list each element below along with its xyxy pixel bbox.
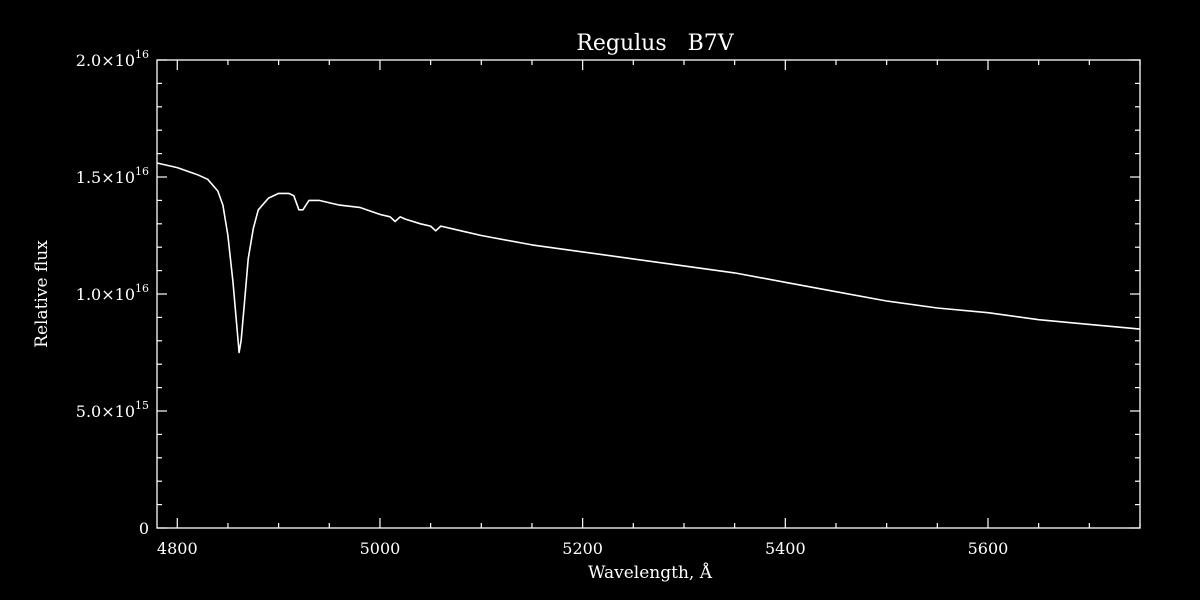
spectrum-line — [156, 162, 1141, 354]
y-tick-label: 0 — [139, 519, 149, 538]
y-tick-label: 2.0×1016 — [76, 48, 149, 70]
y-tick-label: 1.0×1016 — [76, 282, 149, 304]
x-tick-label: 5200 — [562, 539, 603, 558]
y-tick-label: 5.0×1015 — [76, 399, 149, 421]
x-tick-label: 4800 — [157, 539, 198, 558]
x-axis-title: Wavelength, Å — [588, 562, 713, 583]
y-tick-labels: 0 5.0×1015 1.0×1016 1.5×1016 2.0×1016 — [76, 48, 149, 538]
x-tick-label: 5400 — [765, 539, 806, 558]
y-axis-title: Relative flux — [32, 240, 52, 348]
chart-title: Regulus B7V — [576, 31, 734, 56]
y-tick-label: 1.5×1016 — [76, 165, 149, 187]
x-tick-labels: 4800 5000 5200 5400 5600 — [157, 539, 1008, 558]
x-tick-label: 5000 — [360, 539, 401, 558]
x-tick-label: 5600 — [968, 539, 1009, 558]
axis-ticks — [157, 59, 1141, 529]
